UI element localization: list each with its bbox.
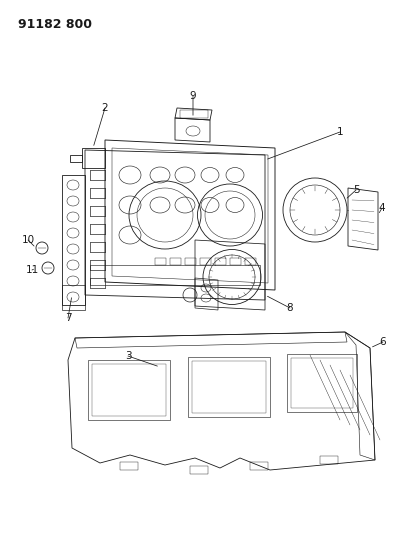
Bar (120, 462, 138, 470)
Text: 8: 8 (287, 303, 293, 313)
Text: 5: 5 (353, 185, 359, 195)
Bar (200, 258, 211, 265)
Bar (90, 265, 260, 285)
Bar (320, 456, 338, 464)
Text: 4: 4 (379, 203, 385, 213)
Bar (170, 258, 181, 265)
Text: 10: 10 (21, 235, 35, 245)
Bar (250, 462, 268, 470)
Bar (185, 258, 196, 265)
Bar (180, 110, 208, 118)
Text: 91182 800: 91182 800 (18, 18, 92, 31)
Bar (230, 258, 241, 265)
Text: 2: 2 (102, 103, 108, 113)
Text: 11: 11 (25, 265, 39, 275)
Bar (245, 258, 256, 265)
Text: 6: 6 (380, 337, 386, 347)
Text: 9: 9 (190, 91, 196, 101)
Text: 7: 7 (65, 313, 71, 323)
Text: 3: 3 (125, 351, 131, 361)
Bar (190, 466, 208, 474)
Bar (215, 258, 226, 265)
Text: 1: 1 (337, 127, 343, 137)
Bar (155, 258, 166, 265)
